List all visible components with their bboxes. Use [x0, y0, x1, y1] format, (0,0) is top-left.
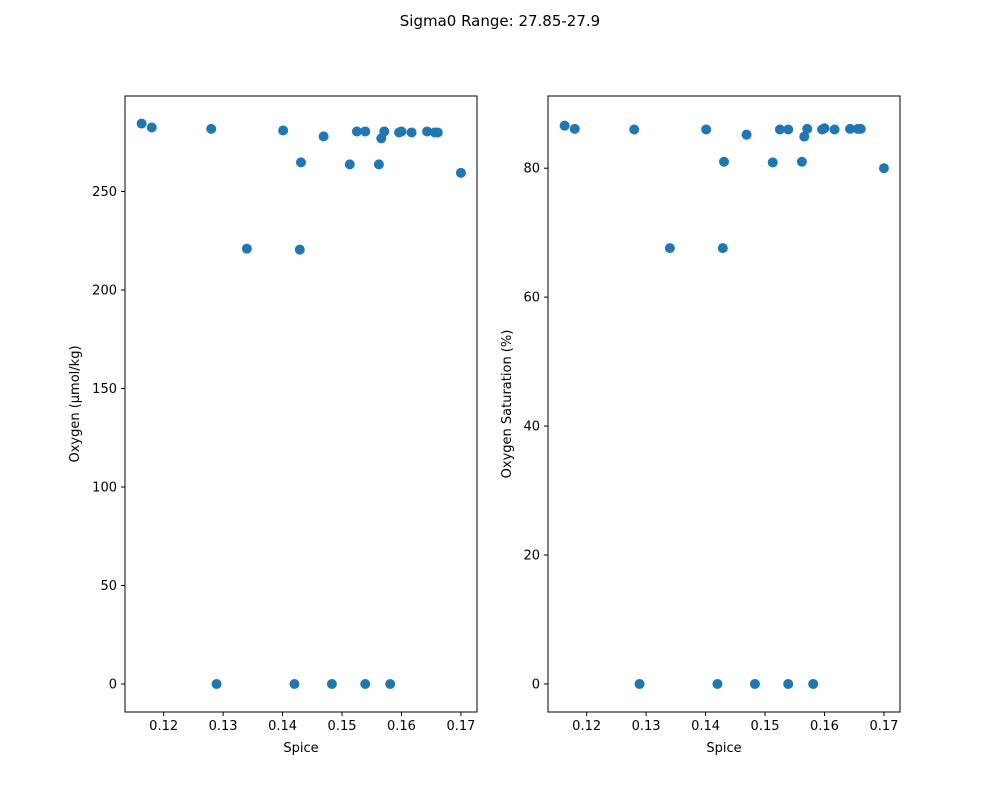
y-tick-label: 0	[532, 677, 540, 692]
data-point	[819, 123, 830, 134]
x-tick-label: 0.17	[446, 719, 475, 734]
y-tick-label: 250	[92, 185, 117, 200]
data-point	[373, 159, 384, 170]
data-point	[241, 243, 252, 254]
data-point	[278, 125, 289, 136]
data-point	[783, 124, 794, 135]
y-tick-label: 80	[523, 162, 540, 177]
data-point	[296, 157, 306, 168]
data-point	[360, 679, 371, 690]
data-point	[136, 118, 147, 129]
data-point	[799, 131, 810, 142]
data-point	[717, 243, 728, 254]
x-tick-label: 0.17	[869, 719, 898, 734]
figure-title: Sigma0 Range: 27.85-27.9	[399, 12, 601, 30]
data-point	[749, 678, 760, 689]
x-tick-label: 0.14	[691, 719, 720, 734]
data-point	[802, 123, 813, 134]
data-point	[829, 124, 840, 135]
data-point	[294, 244, 305, 255]
x-tick-label: 0.16	[810, 719, 839, 734]
data-point	[146, 122, 157, 133]
data-point	[326, 679, 337, 690]
data-point	[344, 159, 355, 170]
x-tick-label: 0.12	[149, 719, 178, 734]
data-point	[845, 123, 856, 134]
data-point	[774, 124, 785, 135]
x-axis-label: Spice	[283, 741, 318, 756]
data-point	[569, 123, 580, 134]
data-point	[701, 124, 712, 135]
y-axis-label: Oxygen (µmol/kg)	[68, 345, 83, 462]
y-tick-label: 50	[100, 579, 117, 594]
data-point	[379, 126, 390, 137]
data-point	[634, 678, 645, 689]
data-point	[318, 131, 329, 142]
data-point	[741, 129, 752, 140]
y-tick-label: 60	[523, 291, 540, 306]
y-tick-label: 20	[523, 549, 540, 564]
data-point	[808, 678, 819, 689]
y-tick-label: 0	[109, 678, 117, 693]
x-tick-label: 0.15	[328, 719, 357, 734]
data-point	[712, 678, 723, 689]
data-point	[855, 123, 866, 134]
data-point	[767, 157, 778, 168]
data-point	[432, 127, 443, 138]
data-point	[289, 679, 300, 690]
x-tick-label: 0.13	[632, 719, 661, 734]
data-point	[206, 123, 217, 134]
y-axis-label: Oxygen Saturation (%)	[500, 330, 515, 479]
data-point	[396, 126, 407, 137]
x-axis-label: Spice	[706, 741, 741, 756]
x-tick-label: 0.12	[572, 719, 601, 734]
oxygen-saturation-panel: 0.12 0.13 0.14 0.15 0.16 0.17 0 20 40 60 80 Spice Ox…	[500, 95, 901, 756]
data-point	[719, 156, 729, 167]
data-point	[629, 124, 640, 135]
data-point	[422, 126, 433, 137]
data-point	[783, 678, 794, 689]
data-point	[796, 156, 807, 167]
y-tick-label: 40	[523, 420, 540, 435]
data-point	[211, 679, 222, 690]
data-point	[406, 127, 417, 138]
data-point	[455, 167, 466, 178]
y-tick-label: 150	[92, 382, 117, 397]
data-point	[385, 679, 396, 690]
data-point	[351, 126, 362, 137]
data-point	[878, 163, 889, 174]
oxygen-panel: 0.12 0.13 0.14 0.15 0.16 0.17 0 50 100 150 200 250 S…	[68, 95, 478, 756]
y-tick-label: 100	[92, 481, 117, 496]
axes-frame	[547, 95, 901, 713]
x-tick-label: 0.15	[751, 719, 780, 734]
axes-frame	[124, 95, 478, 713]
x-tick-label: 0.14	[268, 719, 297, 734]
data-point	[664, 243, 675, 254]
y-tick-label: 200	[92, 284, 117, 299]
data-point	[360, 126, 371, 137]
data-point	[559, 120, 570, 131]
x-tick-label: 0.13	[209, 719, 238, 734]
x-tick-label: 0.16	[387, 719, 416, 734]
